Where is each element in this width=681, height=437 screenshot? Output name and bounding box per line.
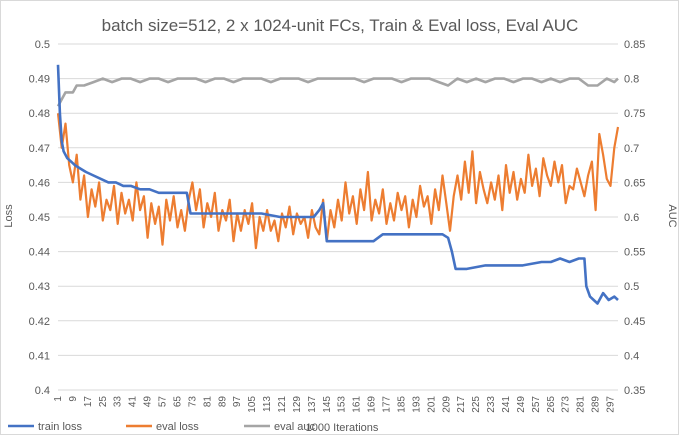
x-tick-label: 209: [441, 396, 452, 413]
y-tick-label: 0.45: [29, 212, 50, 224]
x-tick-label: 9: [68, 396, 79, 402]
y2-tick-label: 0.45: [624, 316, 645, 328]
x-tick-label: 297: [606, 396, 617, 413]
x-tick-label: 281: [576, 396, 587, 413]
chart-title: batch size=512, 2 x 1024-unit FCs, Train…: [102, 16, 579, 35]
x-tick-label: 129: [292, 396, 303, 413]
x-tick-label: 169: [367, 396, 378, 413]
y-tick-label: 0.49: [29, 74, 50, 86]
y-tick-label: 0.5: [35, 39, 50, 51]
legend-label: eval auc: [274, 421, 315, 433]
y-tick-label: 0.41: [29, 350, 50, 362]
x-tick-label: 105: [247, 396, 258, 413]
y2-tick-label: 0.85: [624, 39, 645, 51]
y2-tick-label: 0.55: [624, 247, 645, 259]
x-tick-label: 41: [128, 396, 139, 408]
x-tick-label: 81: [202, 396, 213, 408]
x-tick-label: 249: [516, 396, 527, 413]
x-tick-label: 25: [98, 396, 109, 408]
x-axis-ticks: 1 9 17 25 33 41 49 57 65 73 81 89 97 105 113 121 129 137 1…: [53, 396, 617, 413]
y2-tick-label: 0.7: [624, 143, 639, 155]
x-tick-label: 241: [501, 396, 512, 413]
y-tick-label: 0.47: [29, 143, 50, 155]
y2-axis-label: AUC: [666, 204, 678, 227]
y-tick-label: 0.42: [29, 316, 50, 328]
y2-tick-label: 0.5: [624, 281, 639, 293]
x-tick-label: 49: [143, 396, 154, 408]
x-tick-label: 217: [456, 396, 467, 413]
y2-tick-label: 0.4: [624, 350, 639, 362]
x-tick-label: 33: [113, 396, 124, 408]
series-line-eval-auc: [56, 77, 619, 107]
series-line-eval-loss: [56, 113, 620, 250]
series-lines: [56, 64, 620, 305]
x-tick-label: 153: [337, 396, 348, 413]
y-tick-label: 0.48: [29, 108, 50, 120]
x-tick-label: 273: [561, 396, 572, 413]
y-axis-left-ticks: 0.4 0.41 0.42 0.43 0.44 0.45 0.46 0.47 0.48 0.49 0…: [29, 39, 50, 397]
y-tick-label: 0.46: [29, 177, 50, 189]
x-tick-label: 57: [158, 396, 169, 408]
y-axis-label: Loss: [3, 204, 15, 228]
legend: train loss eval loss eval auc: [8, 421, 315, 433]
y-axis-right-ticks: 0.35 0.4 0.45 0.5 0.55 0.6 0.65 0.7 0.75 0.8 0.85: [624, 39, 645, 397]
x-tick-label: 225: [471, 396, 482, 413]
x-axis-label: 1000 Iterations: [306, 422, 379, 434]
y2-tick-label: 0.75: [624, 108, 645, 120]
legend-label: eval loss: [156, 421, 199, 433]
y2-tick-label: 0.65: [624, 177, 645, 189]
x-tick-label: 257: [531, 396, 542, 413]
x-tick-label: 65: [172, 396, 183, 408]
x-tick-label: 193: [411, 396, 422, 413]
x-tick-label: 121: [277, 396, 288, 413]
x-tick-label: 201: [426, 396, 437, 413]
x-tick-label: 97: [232, 396, 243, 408]
x-tick-label: 17: [83, 396, 94, 408]
legend-label: train loss: [38, 421, 83, 433]
x-tick-label: 289: [591, 396, 602, 413]
y2-tick-label: 0.35: [624, 385, 645, 397]
x-tick-label: 233: [486, 396, 497, 413]
y2-tick-label: 0.6: [624, 212, 639, 224]
y-tick-label: 0.4: [35, 385, 50, 397]
x-tick-label: 73: [187, 396, 198, 408]
x-tick-label: 185: [396, 396, 407, 413]
y2-tick-label: 0.8: [624, 74, 639, 86]
x-tick-label: 265: [546, 396, 557, 413]
series-line-train-loss: [56, 64, 619, 305]
y-tick-label: 0.44: [29, 247, 50, 259]
x-tick-label: 89: [217, 396, 228, 408]
x-tick-label: 145: [322, 396, 333, 413]
y-tick-label: 0.43: [29, 281, 50, 293]
x-tick-label: 161: [352, 396, 363, 413]
x-tick-label: 177: [382, 396, 393, 413]
x-tick-label: 113: [262, 396, 273, 412]
x-tick-label: 137: [307, 396, 318, 413]
x-tick-label: 1: [53, 396, 64, 402]
